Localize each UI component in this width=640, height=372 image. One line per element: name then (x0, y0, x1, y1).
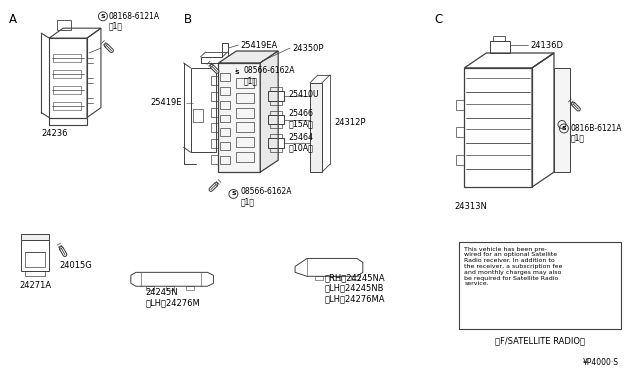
Bar (211, 140, 218, 148)
Text: ¥P4000·S: ¥P4000·S (582, 358, 619, 367)
Bar (211, 92, 218, 101)
Bar (268, 138, 284, 148)
Bar (211, 155, 218, 164)
Bar (146, 286, 154, 290)
Text: （1）: （1） (241, 198, 254, 206)
Text: 08168-6121A: 08168-6121A (109, 12, 160, 21)
Text: 24136D: 24136D (530, 41, 563, 49)
Bar (310, 83, 322, 172)
Text: 25410U: 25410U (288, 90, 319, 99)
Text: 24245N
（LH）24276M: 24245N （LH）24276M (146, 288, 200, 308)
Text: 25466
（15A）: 25466 （15A） (288, 109, 313, 128)
Text: 08566-6162A: 08566-6162A (241, 187, 292, 196)
Bar (490, 41, 510, 53)
Bar (220, 73, 230, 81)
Bar (211, 76, 218, 85)
Bar (456, 100, 465, 110)
Text: 24350P: 24350P (292, 44, 324, 52)
Text: S: S (100, 14, 105, 19)
Bar (268, 91, 284, 101)
Bar (236, 93, 254, 103)
Bar (220, 156, 230, 164)
Bar (351, 276, 359, 280)
Text: 24236: 24236 (41, 129, 67, 138)
Text: 0816B-6121A: 0816B-6121A (571, 124, 623, 133)
Polygon shape (21, 234, 49, 240)
Text: 24015G: 24015G (59, 261, 92, 270)
Bar (460, 241, 621, 329)
Text: S: S (562, 126, 566, 131)
Bar (220, 87, 230, 95)
Text: A: A (10, 13, 17, 26)
Bar (53, 86, 81, 94)
Bar (220, 115, 230, 122)
Bar (211, 124, 218, 132)
Bar (236, 108, 254, 118)
Polygon shape (218, 51, 278, 63)
Bar (236, 137, 254, 147)
Text: B: B (184, 13, 192, 26)
Text: 08566-6162A: 08566-6162A (243, 66, 295, 76)
Bar (270, 134, 282, 138)
Bar (166, 286, 173, 290)
Polygon shape (218, 63, 260, 172)
Bar (236, 78, 254, 88)
Bar (268, 115, 284, 125)
Text: This vehicle has been pre-
wired for an optional Satellite
Radio receiver. In ad: This vehicle has been pre- wired for an … (465, 247, 563, 286)
Text: 25464
（10A）: 25464 （10A） (288, 133, 313, 152)
Bar (315, 276, 323, 280)
Bar (270, 101, 282, 105)
Bar (220, 128, 230, 137)
Text: 24313N: 24313N (454, 202, 487, 211)
Text: C: C (435, 13, 443, 26)
Text: 25419E: 25419E (151, 98, 182, 107)
Text: （F/SATELLITE RADIO）: （F/SATELLITE RADIO） (495, 336, 585, 345)
Bar (220, 142, 230, 150)
Bar (53, 102, 81, 110)
Polygon shape (260, 51, 278, 172)
Bar (53, 54, 81, 62)
Bar (211, 108, 218, 116)
Bar (270, 148, 282, 152)
Text: S: S (234, 70, 239, 76)
Bar (456, 128, 465, 137)
Bar (193, 109, 202, 122)
Bar (236, 122, 254, 132)
Bar (333, 276, 341, 280)
Bar (270, 125, 282, 128)
Bar (270, 87, 282, 91)
Text: （1）: （1） (243, 76, 257, 85)
Bar (21, 240, 49, 271)
Bar (236, 152, 254, 162)
Text: （1）: （1） (109, 22, 123, 31)
Text: （RH）24245NA
（LH）24245NB
（LH）24276MA: （RH）24245NA （LH）24245NB （LH）24276MA (325, 273, 386, 303)
Text: （1）: （1） (571, 134, 585, 143)
Bar (57, 20, 71, 30)
Bar (554, 68, 570, 172)
Bar (493, 36, 505, 41)
Text: 24312P: 24312P (334, 118, 365, 127)
Text: S: S (231, 192, 236, 196)
Text: 25419EA: 25419EA (241, 41, 278, 49)
Bar (186, 286, 193, 290)
Bar (53, 70, 81, 78)
Bar (270, 110, 282, 115)
Bar (26, 251, 45, 267)
Text: 24271A: 24271A (19, 281, 51, 290)
Bar (456, 155, 465, 165)
Bar (220, 101, 230, 109)
